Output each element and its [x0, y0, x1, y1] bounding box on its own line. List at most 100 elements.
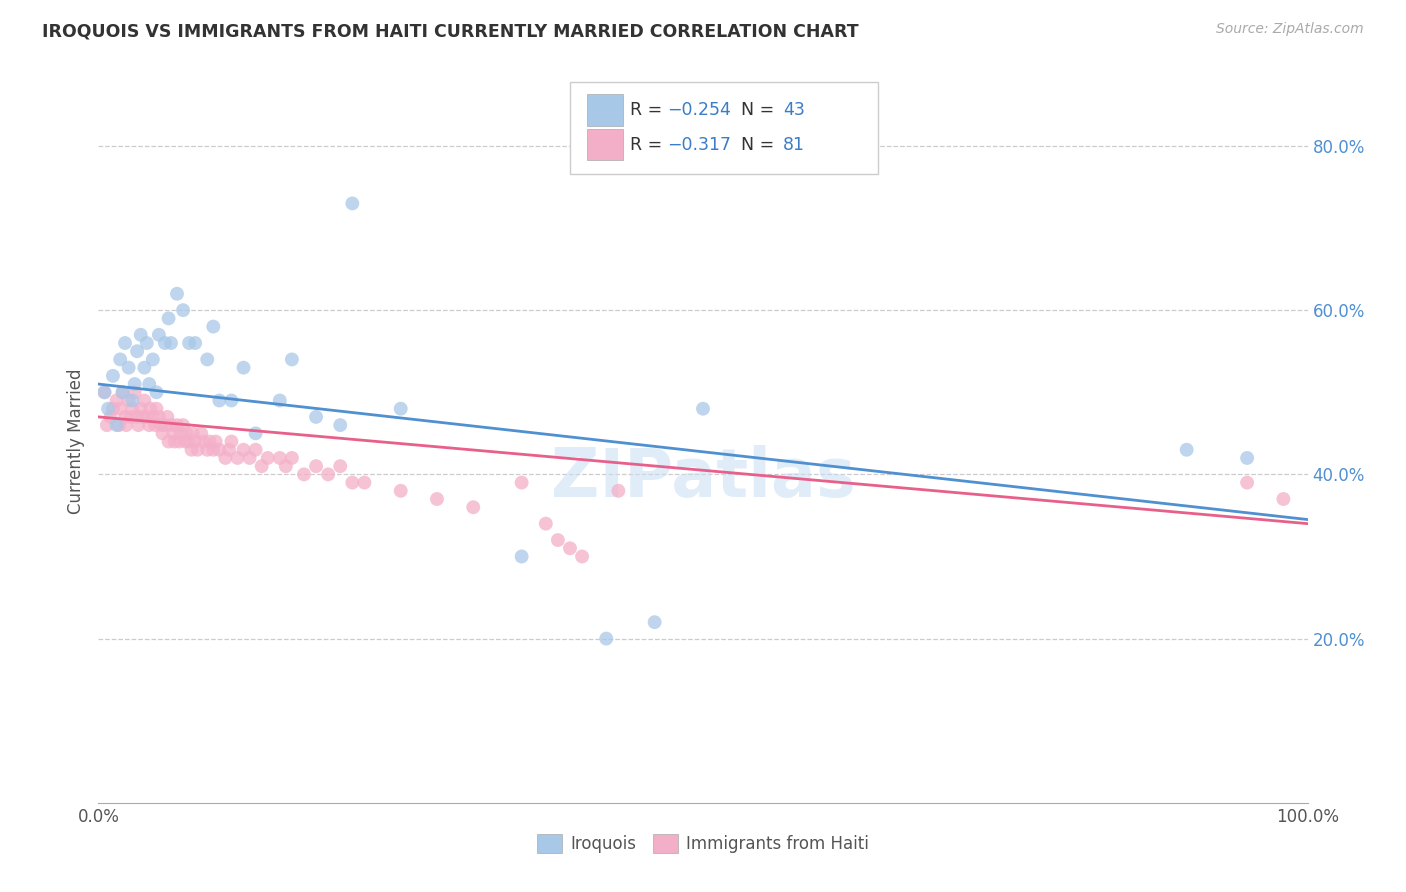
- Point: [121, 393, 143, 408]
- Point: [127, 418, 149, 433]
- Point: [143, 418, 166, 433]
- Point: [142, 409, 165, 424]
- Point: [142, 352, 165, 367]
- Point: [1175, 442, 1198, 457]
- Point: [115, 418, 138, 433]
- Point: [218, 442, 240, 457]
- FancyBboxPatch shape: [569, 82, 879, 174]
- Point: [160, 336, 183, 351]
- Point: [145, 401, 167, 416]
- Point: [245, 442, 267, 457]
- Point: [118, 393, 141, 408]
- Point: [221, 434, 243, 449]
- Point: [250, 459, 273, 474]
- Point: [510, 475, 533, 490]
- Point: [1236, 450, 1258, 465]
- Point: [195, 352, 218, 367]
- Point: [118, 360, 141, 375]
- Legend: Iroquois, Immigrants from Haiti: Iroquois, Immigrants from Haiti: [530, 827, 876, 860]
- Point: [239, 450, 262, 465]
- Text: 81: 81: [783, 136, 804, 153]
- Point: [101, 368, 124, 383]
- Point: [179, 434, 201, 449]
- Point: [174, 434, 197, 449]
- Point: [208, 393, 231, 408]
- Point: [198, 434, 221, 449]
- Point: [101, 401, 124, 416]
- Point: [138, 377, 160, 392]
- Point: [129, 327, 152, 342]
- Point: [426, 491, 449, 506]
- Point: [135, 409, 157, 424]
- Text: −0.317: −0.317: [666, 136, 731, 153]
- Point: [269, 393, 291, 408]
- Point: [184, 434, 207, 449]
- Point: [100, 409, 122, 424]
- Point: [389, 401, 412, 416]
- Point: [389, 483, 412, 498]
- Point: [1272, 491, 1295, 506]
- Point: [571, 549, 593, 564]
- Point: [208, 442, 231, 457]
- Point: [463, 500, 485, 515]
- Point: [157, 434, 180, 449]
- Point: [292, 467, 315, 482]
- Point: [607, 483, 630, 498]
- Point: [150, 418, 173, 433]
- Point: [153, 336, 176, 351]
- Point: [129, 401, 152, 416]
- Text: N =: N =: [730, 136, 779, 153]
- Point: [534, 516, 557, 531]
- Point: [172, 303, 194, 318]
- Point: [135, 336, 157, 351]
- Point: [127, 409, 149, 424]
- Point: [221, 393, 243, 408]
- Point: [329, 459, 352, 474]
- Point: [160, 418, 183, 433]
- Point: [232, 442, 254, 457]
- Point: [120, 409, 142, 424]
- Point: [127, 344, 149, 359]
- Point: [111, 385, 134, 400]
- Point: [124, 377, 146, 392]
- Point: [139, 401, 162, 416]
- Point: [132, 409, 155, 424]
- Point: [153, 418, 176, 433]
- Point: [114, 409, 136, 424]
- Point: [692, 401, 714, 416]
- Point: [316, 467, 339, 482]
- Point: [558, 541, 581, 556]
- Text: IROQUOIS VS IMMIGRANTS FROM HAITI CURRENTLY MARRIED CORRELATION CHART: IROQUOIS VS IMMIGRANTS FROM HAITI CURREN…: [42, 22, 859, 40]
- Point: [134, 393, 156, 408]
- Point: [281, 450, 304, 465]
- Point: [96, 418, 118, 433]
- Point: [114, 336, 136, 351]
- Point: [169, 434, 191, 449]
- Point: [305, 409, 328, 424]
- Point: [145, 385, 167, 400]
- Point: [1236, 475, 1258, 490]
- Point: [184, 336, 207, 351]
- Y-axis label: Currently Married: Currently Married: [66, 368, 84, 515]
- Point: [166, 418, 188, 433]
- Point: [510, 549, 533, 564]
- Point: [162, 426, 184, 441]
- Point: [108, 401, 131, 416]
- Point: [190, 426, 212, 441]
- Point: [204, 434, 226, 449]
- Text: R =: R =: [630, 101, 668, 119]
- Point: [180, 442, 202, 457]
- Point: [202, 319, 225, 334]
- Point: [547, 533, 569, 547]
- Point: [195, 442, 218, 457]
- Point: [156, 409, 179, 424]
- Point: [595, 632, 617, 646]
- Text: Source: ZipAtlas.com: Source: ZipAtlas.com: [1216, 22, 1364, 37]
- Point: [97, 401, 120, 416]
- Point: [148, 327, 170, 342]
- Text: −0.254: −0.254: [666, 101, 731, 119]
- Point: [181, 426, 204, 441]
- Point: [245, 426, 267, 441]
- Point: [93, 385, 115, 400]
- Point: [111, 385, 134, 400]
